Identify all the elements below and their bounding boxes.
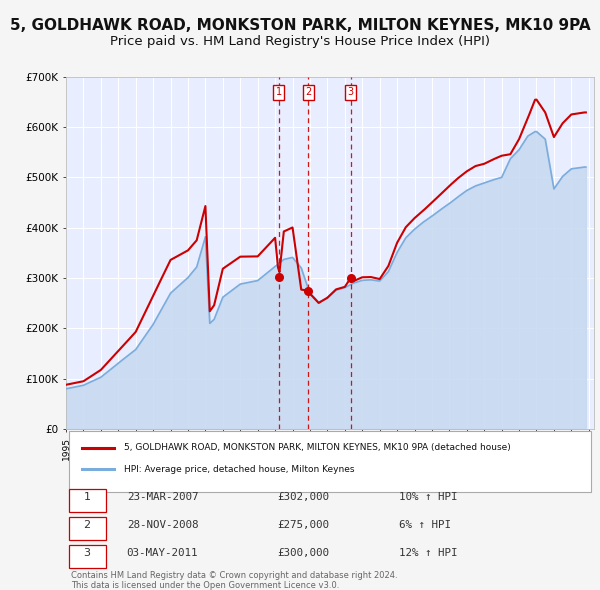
- FancyBboxPatch shape: [68, 545, 106, 568]
- Text: 2: 2: [305, 87, 311, 97]
- Text: 28-NOV-2008: 28-NOV-2008: [127, 520, 198, 530]
- Text: 2: 2: [83, 520, 91, 530]
- Text: £302,000: £302,000: [277, 492, 329, 502]
- Text: £300,000: £300,000: [277, 548, 329, 558]
- Text: Price paid vs. HM Land Registry's House Price Index (HPI): Price paid vs. HM Land Registry's House …: [110, 35, 490, 48]
- Text: 5, GOLDHAWK ROAD, MONKSTON PARK, MILTON KEYNES, MK10 9PA (detached house): 5, GOLDHAWK ROAD, MONKSTON PARK, MILTON …: [124, 443, 511, 452]
- Text: 5, GOLDHAWK ROAD, MONKSTON PARK, MILTON KEYNES, MK10 9PA: 5, GOLDHAWK ROAD, MONKSTON PARK, MILTON …: [10, 18, 590, 32]
- Text: 23-MAR-2007: 23-MAR-2007: [127, 492, 198, 502]
- Text: 10% ↑ HPI: 10% ↑ HPI: [398, 492, 457, 502]
- Text: This data is licensed under the Open Government Licence v3.0.: This data is licensed under the Open Gov…: [71, 581, 340, 590]
- FancyBboxPatch shape: [68, 489, 106, 512]
- FancyBboxPatch shape: [68, 431, 592, 492]
- Text: 3: 3: [347, 87, 353, 97]
- Text: Contains HM Land Registry data © Crown copyright and database right 2024.: Contains HM Land Registry data © Crown c…: [71, 571, 398, 580]
- Text: 03-MAY-2011: 03-MAY-2011: [127, 548, 198, 558]
- Text: HPI: Average price, detached house, Milton Keynes: HPI: Average price, detached house, Milt…: [124, 465, 355, 474]
- Text: 1: 1: [83, 492, 91, 502]
- Text: 1: 1: [276, 87, 282, 97]
- Text: 3: 3: [83, 548, 91, 558]
- Text: 6% ↑ HPI: 6% ↑ HPI: [398, 520, 451, 530]
- FancyBboxPatch shape: [68, 517, 106, 540]
- Text: £275,000: £275,000: [277, 520, 329, 530]
- Text: 12% ↑ HPI: 12% ↑ HPI: [398, 548, 457, 558]
